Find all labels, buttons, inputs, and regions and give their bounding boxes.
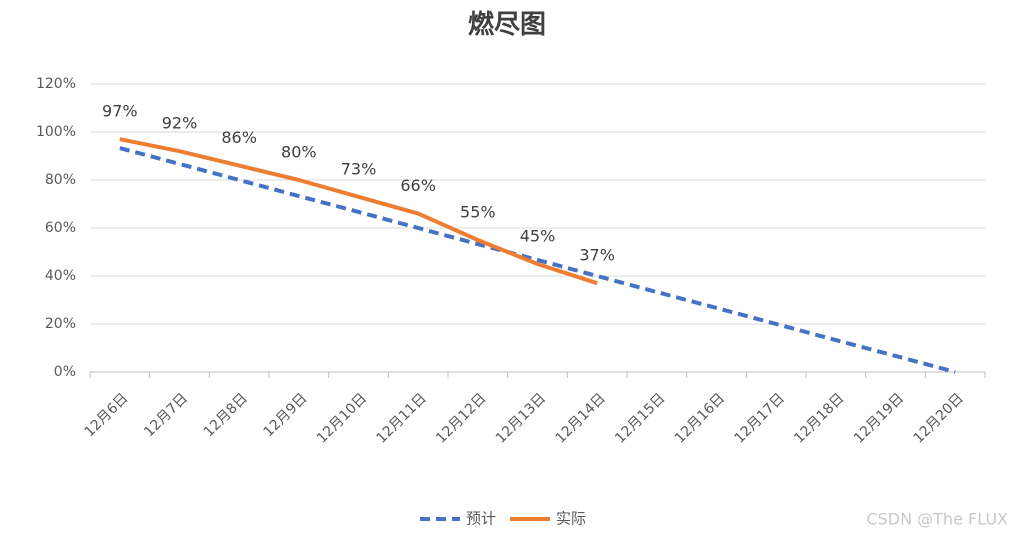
data-label: 80%: [281, 143, 317, 162]
data-label: 66%: [400, 176, 436, 195]
x-tick-label: 12月8日: [201, 390, 251, 440]
y-tick-label: 100%: [36, 124, 76, 140]
y-tick-label: 120%: [36, 76, 76, 92]
x-tick-label: 12月7日: [141, 390, 191, 440]
x-tick-label: 12月17日: [732, 390, 788, 446]
line-series: [119, 137, 598, 286]
x-tick-label: 12月9日: [260, 390, 310, 440]
data-label: 86%: [221, 128, 257, 147]
y-tick-label: 20%: [45, 316, 76, 332]
chart-title: 燃尽图: [468, 10, 546, 40]
x-tick-label: 12月6日: [81, 390, 131, 440]
line-series: [119, 146, 956, 374]
x-tick-label: 12月19日: [851, 390, 907, 446]
x-tick-label: 12月13日: [493, 390, 549, 446]
data-label: 45%: [520, 227, 556, 246]
data-label: 97%: [102, 102, 138, 121]
x-tick-label: 12月16日: [672, 390, 728, 446]
x-tick-label: 12月14日: [553, 390, 609, 446]
x-tick-label: 12月20日: [911, 390, 967, 446]
legend-label: 预计: [466, 510, 496, 528]
data-label: 73%: [341, 159, 377, 178]
y-tick-label: 0%: [54, 364, 76, 380]
data-label: 37%: [579, 246, 615, 265]
x-tick-label: 12月12日: [433, 390, 489, 446]
x-tick-label: 12月11日: [374, 390, 430, 446]
y-tick-label: 40%: [45, 268, 76, 284]
y-tick-label: 80%: [45, 172, 76, 188]
legend-label: 实际: [556, 510, 586, 528]
x-tick-label: 12月15日: [612, 390, 668, 446]
x-tick-label: 12月10日: [314, 390, 370, 446]
y-tick-label: 60%: [45, 220, 76, 236]
data-label: 55%: [460, 203, 496, 222]
watermark: CSDN @The FLUX: [866, 510, 1008, 529]
x-tick-label: 12月18日: [791, 390, 847, 446]
data-label: 92%: [162, 114, 198, 133]
